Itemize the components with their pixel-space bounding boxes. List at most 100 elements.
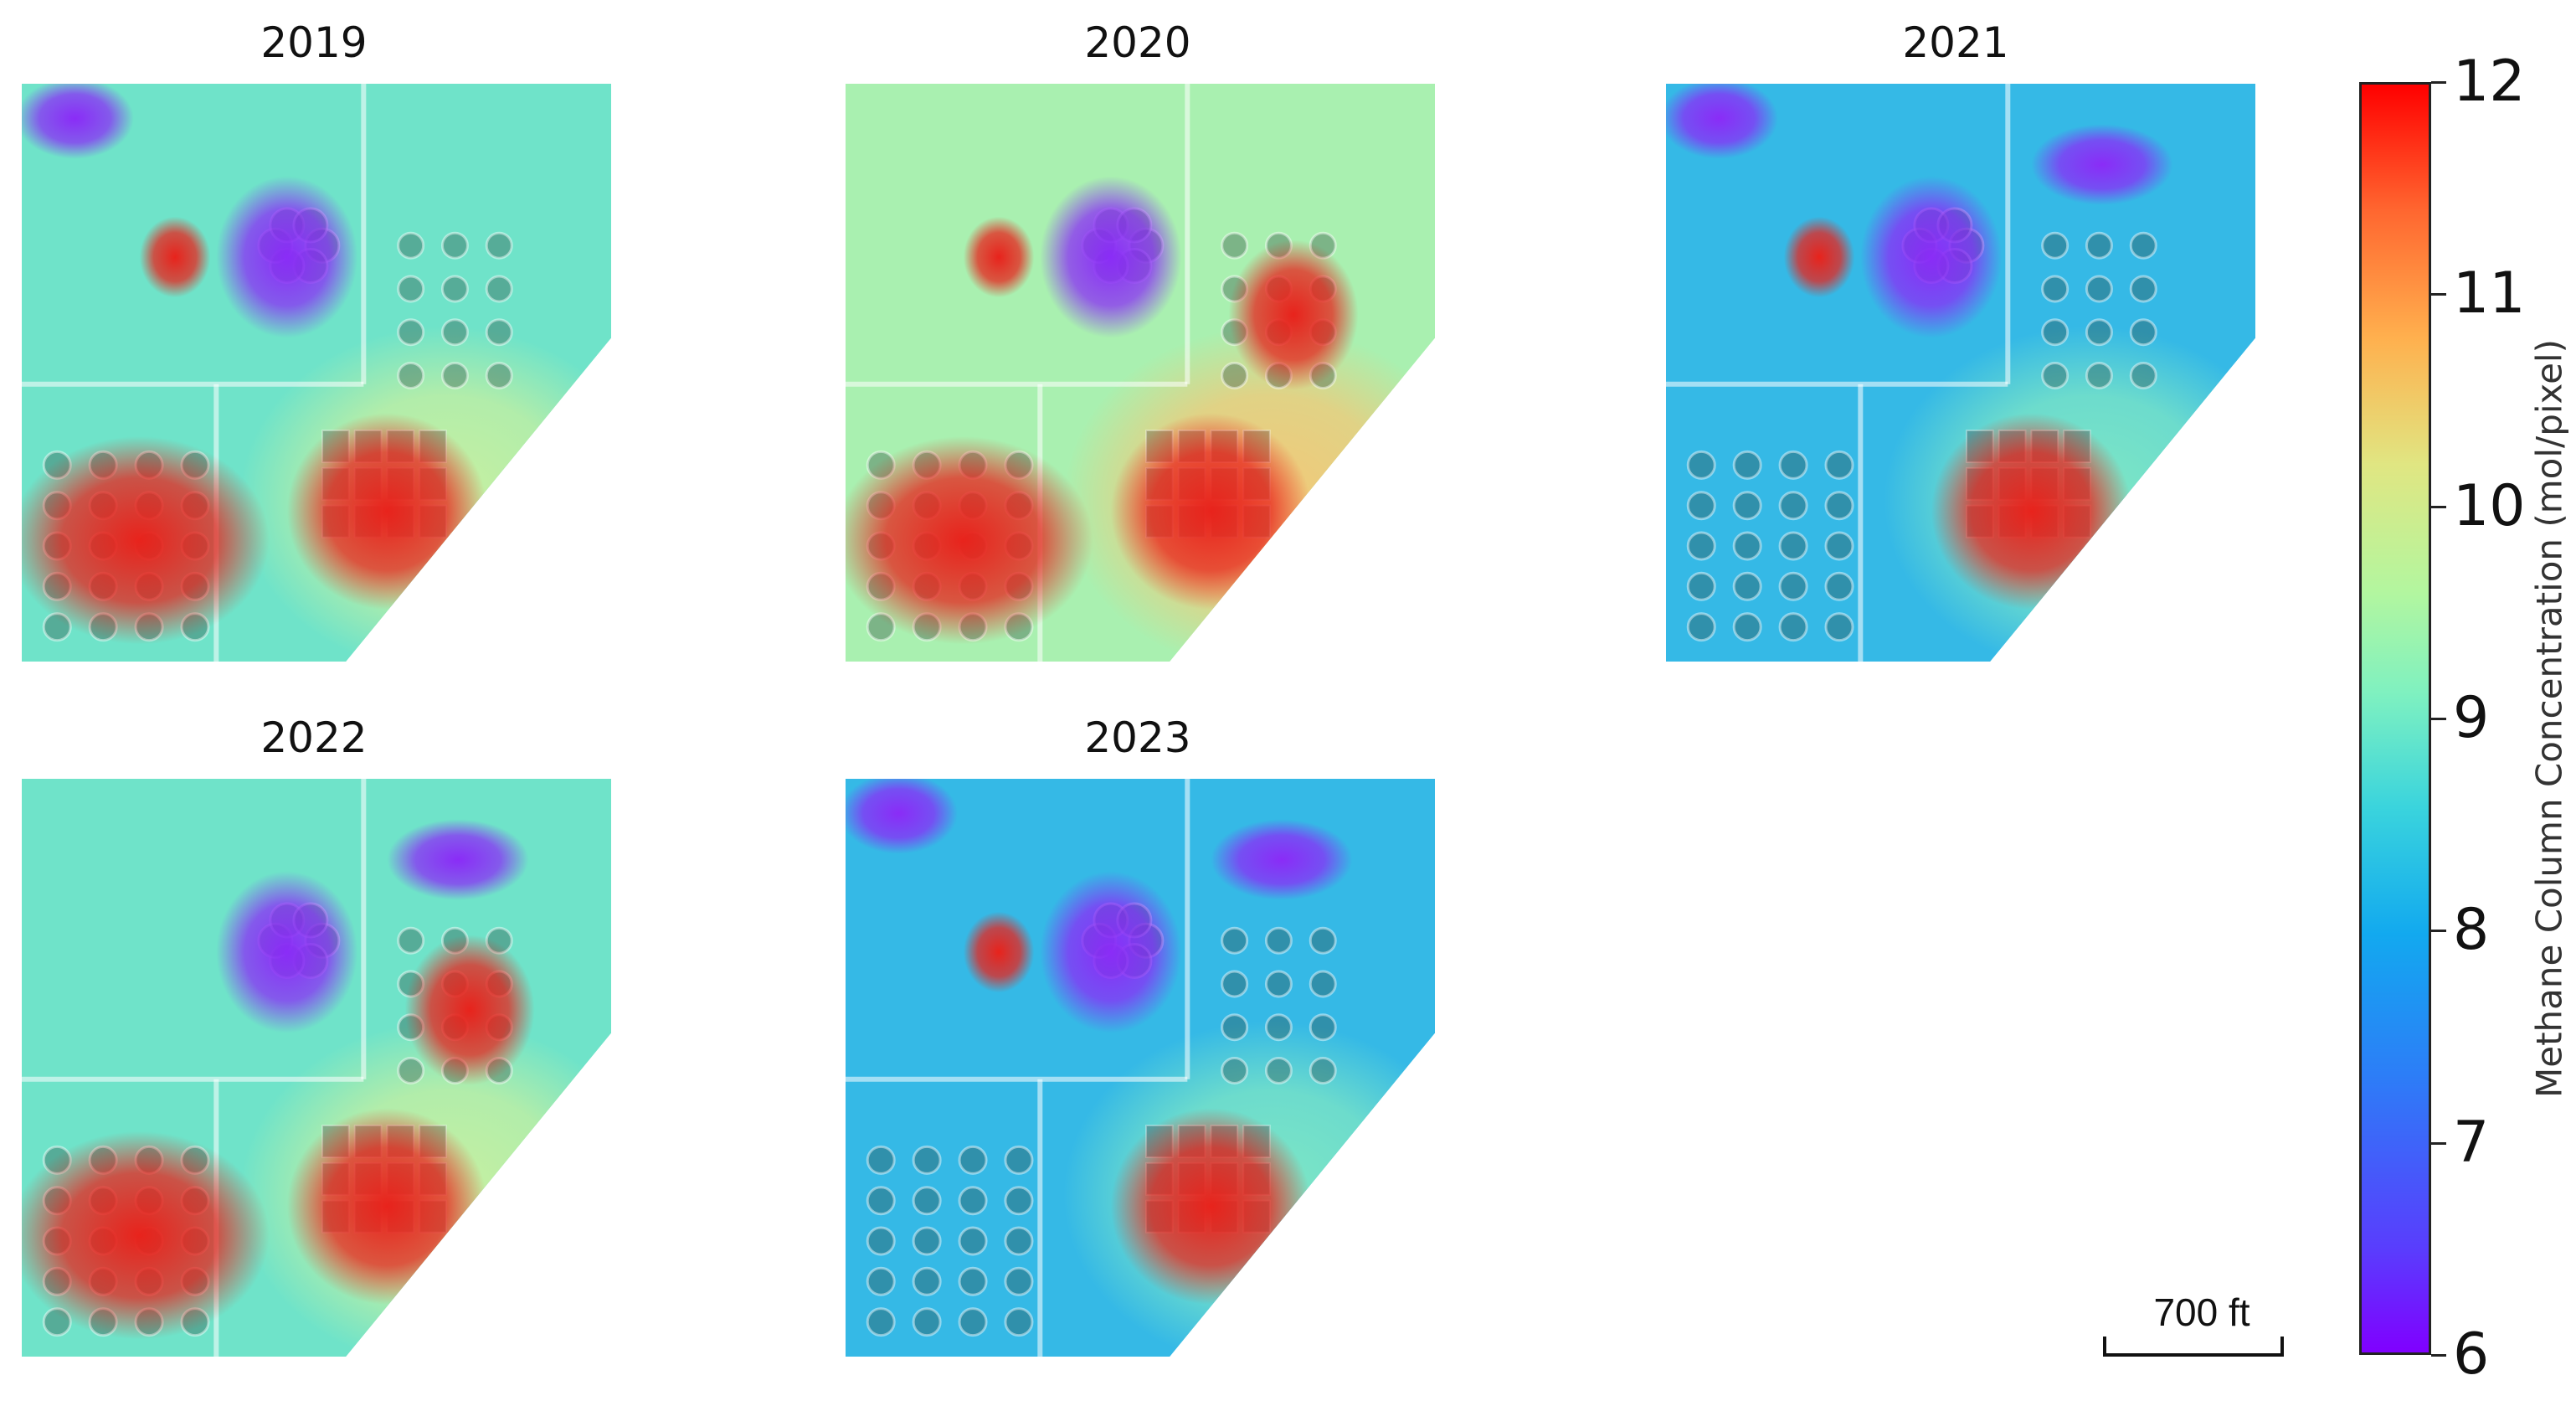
colorbar-tick-label: 9 — [2453, 685, 2490, 751]
circular-tank — [397, 926, 425, 955]
colorbar — [2359, 82, 2431, 1355]
colorbar-label: Methane Column Concentration (mol/pixel) — [2528, 339, 2570, 1098]
circular-tank — [397, 275, 425, 303]
hotspot-southwest-clarifier-bank — [22, 1131, 270, 1340]
clarifier-tank — [1004, 1186, 1034, 1216]
clarifier-tank — [866, 1307, 896, 1337]
clarifier-tank — [1824, 612, 1854, 642]
circular-tank — [1221, 361, 1249, 389]
clarifier-tank — [866, 1266, 896, 1296]
clarifier-tank — [1824, 531, 1854, 561]
hotspot-east-circular-tanks — [1228, 240, 1359, 390]
circular-tank — [1264, 1056, 1293, 1084]
clarifier-tank — [958, 1226, 988, 1256]
clarifier-tank — [1824, 491, 1854, 521]
clarifier-tank — [1778, 531, 1808, 561]
hotspot-southeast-basins — [1110, 413, 1312, 610]
panel-title: 2023 — [1084, 713, 1191, 762]
heatmap-tile — [22, 779, 611, 1357]
clarifier-tank — [1732, 612, 1762, 642]
coolspot-northwest-corner — [22, 84, 134, 159]
panel-title: 2021 — [1902, 18, 2009, 67]
clarifier-tank — [1004, 1145, 1034, 1175]
clarifier-tank — [912, 1145, 942, 1175]
coolspot-central-digesters — [1040, 176, 1182, 338]
coolspot-central-digesters — [1040, 871, 1182, 1033]
panel-title: 2022 — [260, 713, 368, 762]
clarifier-tank — [912, 1186, 942, 1216]
coolspot-northeast-block — [387, 819, 529, 900]
circular-tank — [1221, 1056, 1249, 1084]
circular-tank — [397, 231, 425, 260]
coolspot-northeast-block — [2031, 124, 2173, 205]
circular-tank — [1221, 1013, 1249, 1042]
clarifier-tank — [1686, 491, 1716, 521]
coolspot-central-digesters — [216, 176, 358, 338]
clarifier-tank — [958, 1266, 988, 1296]
clarifier-tank — [1732, 571, 1762, 601]
clarifier-tank — [1824, 571, 1854, 601]
clarifier-tank — [866, 1226, 896, 1256]
circular-tank — [397, 318, 425, 347]
circular-tank — [485, 318, 513, 347]
clarifier-tank — [1004, 1226, 1034, 1256]
circular-tank — [2085, 231, 2113, 260]
coolspot-northeast-block — [1211, 819, 1353, 900]
colorbar-tick — [2431, 505, 2446, 508]
circular-tank — [2129, 231, 2157, 260]
colorbar-tick — [2431, 1141, 2446, 1145]
circular-tank — [440, 361, 469, 389]
hotspot-northwest-small-unit — [1783, 216, 1855, 298]
clarifier-tank — [1686, 571, 1716, 601]
scale-bar-label: 700 ft — [2153, 1290, 2250, 1334]
circular-tank — [2129, 318, 2157, 347]
circular-tank — [440, 318, 469, 347]
circular-tank — [1264, 1013, 1293, 1042]
colorbar-tick-label: 10 — [2453, 472, 2526, 539]
circular-tank — [2085, 275, 2113, 303]
clarifier-tank — [912, 1266, 942, 1296]
colorbar-tick — [2431, 718, 2446, 720]
hotspot-southeast-basins — [1931, 413, 2132, 610]
clarifier-tank — [1732, 491, 1762, 521]
heatmap-tile — [846, 84, 1435, 662]
circular-tank — [2129, 361, 2157, 389]
clarifier-tank — [1686, 450, 1716, 480]
circular-tank — [485, 275, 513, 303]
clarifier-tank — [958, 1145, 988, 1175]
circular-tank — [2041, 361, 2070, 389]
circular-tank — [485, 361, 513, 389]
clarifier-tank — [1778, 571, 1808, 601]
clarifier-tank — [1778, 612, 1808, 642]
coolspot-central-digesters — [1860, 176, 2003, 338]
hotspot-northwest-small-unit — [139, 216, 211, 298]
circular-tank — [1264, 970, 1293, 998]
hotspot-southeast-basins — [1110, 1108, 1312, 1305]
circular-tank — [2085, 361, 2113, 389]
circular-tank — [397, 1056, 425, 1084]
clarifier-tank — [912, 1226, 942, 1256]
circular-tank — [397, 361, 425, 389]
scale-bar — [2103, 1337, 2284, 1357]
panel-title: 2020 — [1084, 18, 1191, 67]
coolspot-northwest-corner — [846, 779, 958, 854]
colorbar-tick — [2431, 81, 2446, 84]
coolspot-central-digesters — [216, 871, 358, 1033]
clarifier-tank — [958, 1307, 988, 1337]
clarifier-tank — [1004, 1307, 1034, 1337]
clarifier-tank — [1732, 531, 1762, 561]
clarifier-tank — [866, 1145, 896, 1175]
clarifier-tank — [1824, 450, 1854, 480]
clarifier-tank — [1686, 531, 1716, 561]
circular-tank — [1221, 231, 1249, 260]
hotspot-southwest-clarifier-bank — [22, 435, 270, 645]
heatmap-tile — [22, 84, 611, 662]
circular-tank — [2085, 318, 2113, 347]
clarifier-tank — [1732, 450, 1762, 480]
clarifier-tank — [912, 1307, 942, 1337]
panel-title: 2019 — [260, 18, 368, 67]
colorbar-tick — [2431, 1354, 2446, 1357]
circular-tank — [2041, 231, 2070, 260]
circular-tank — [440, 231, 469, 260]
clarifier-tank — [1004, 1266, 1034, 1296]
